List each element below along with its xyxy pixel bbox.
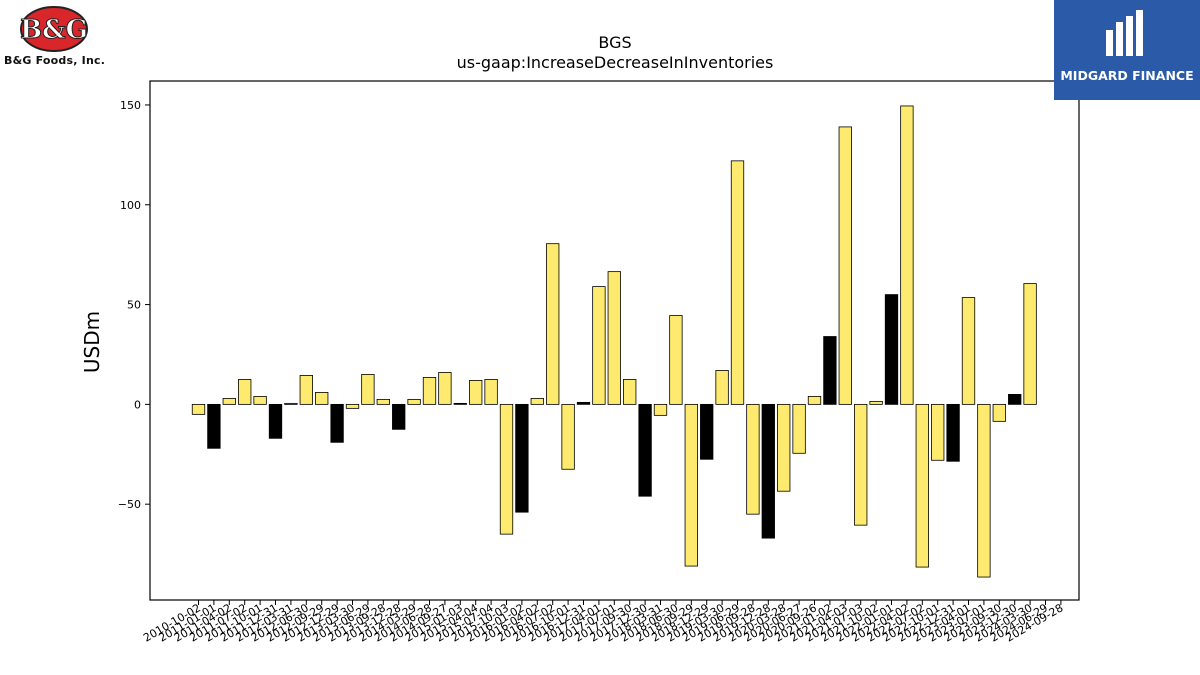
plot-frame	[149, 80, 1080, 601]
bar-2011-10-01	[253, 395, 267, 405]
bar-2013-06-29	[361, 374, 375, 405]
bar-2024-03-30	[1023, 283, 1037, 405]
y-tick-label: 150	[120, 99, 141, 112]
partner-monogram-icon	[1106, 10, 1143, 56]
bar-2016-01-02	[515, 403, 529, 513]
y-axis-label: USDm	[80, 311, 104, 373]
bar-2022-10-01	[931, 403, 945, 461]
bar-2012-03-31	[284, 402, 298, 405]
bar-2023-04-01	[961, 297, 976, 405]
bar-2014-09-27	[438, 372, 452, 405]
bar-2011-07-02	[238, 379, 252, 405]
bar-2012-06-30	[299, 375, 313, 405]
bar-2017-07-01	[607, 271, 621, 405]
brand-logo: B&G	[4, 4, 108, 70]
bar-2013-12-28	[392, 403, 406, 430]
bar-2011-04-02	[222, 397, 236, 405]
y-tick-label: 100	[120, 199, 141, 212]
x-axis: 2010-10-022011-01-012011-04-022011-07-02…	[141, 600, 1065, 645]
partner-logo: MIDGARD FINANCE	[1054, 0, 1200, 100]
bar-2014-06-28	[422, 377, 437, 405]
bar-2022-04-02	[900, 105, 914, 405]
bar-2011-01-01	[207, 403, 221, 449]
bar-2012-12-29	[330, 403, 344, 443]
chart-subtitle: us-gaap:IncreaseDecreaseInInventories	[457, 53, 774, 72]
y-tick-label: 50	[127, 299, 141, 312]
bar-2021-07-03	[854, 403, 868, 526]
bar-2015-10-03	[499, 403, 514, 535]
bar-2011-12-31	[268, 403, 283, 439]
bar-2015-07-04	[484, 379, 498, 405]
brand-name: B&G Foods, Inc.	[4, 54, 106, 67]
bar-2022-01-01	[884, 294, 899, 405]
bar-2023-07-01	[977, 403, 991, 578]
bar-2019-09-28	[746, 403, 760, 515]
brand-logo-oval-icon	[20, 6, 88, 52]
bar-2016-07-02	[546, 243, 560, 405]
bar-2018-06-30	[669, 315, 683, 405]
bar-2021-04-03	[838, 126, 852, 405]
chart-title: BGS	[598, 33, 631, 52]
bar-2020-03-28	[777, 403, 791, 492]
partner-name: MIDGARD FINANCE	[1060, 68, 1194, 83]
bar-2023-12-30	[1008, 393, 1022, 405]
bar-2020-06-27	[792, 403, 806, 454]
y-tick-label: −50	[118, 498, 141, 511]
bar-2018-09-29	[684, 403, 698, 567]
bar-2019-06-29	[730, 160, 745, 405]
bar-2017-09-30	[623, 379, 637, 405]
bars-layer	[191, 105, 1037, 578]
y-axis: −50 0 50 100 150	[118, 99, 150, 511]
bar-2017-04-01	[592, 286, 606, 405]
bar-2016-04-02	[530, 397, 544, 405]
bar-2014-03-29	[407, 398, 421, 405]
bar-2012-09-29	[315, 391, 329, 405]
bar-2021-10-02	[869, 400, 883, 405]
bar-2018-12-29	[700, 403, 714, 460]
bar-2020-09-26	[807, 395, 822, 405]
bar-2015-01-03	[453, 402, 467, 405]
bar-2016-10-01	[561, 403, 575, 470]
bar-2013-03-30	[345, 403, 360, 409]
bar-2018-03-31	[653, 403, 668, 416]
bar-2021-01-02	[823, 336, 837, 405]
bar-2013-09-28	[376, 398, 390, 405]
bar-2022-07-02	[915, 403, 929, 568]
bar-2019-03-30	[715, 370, 729, 405]
bar-2016-12-31	[576, 401, 591, 405]
bar-2015-04-04	[469, 380, 483, 405]
y-tick-label: 0	[134, 398, 141, 411]
bar-2017-12-30	[638, 403, 652, 497]
bar-2010-10-02	[191, 403, 206, 415]
bar-2022-12-31	[946, 403, 960, 462]
bar-2023-09-30	[992, 403, 1006, 422]
brand-logo-text: B&G	[20, 15, 88, 45]
bar-2019-12-28	[761, 403, 775, 539]
